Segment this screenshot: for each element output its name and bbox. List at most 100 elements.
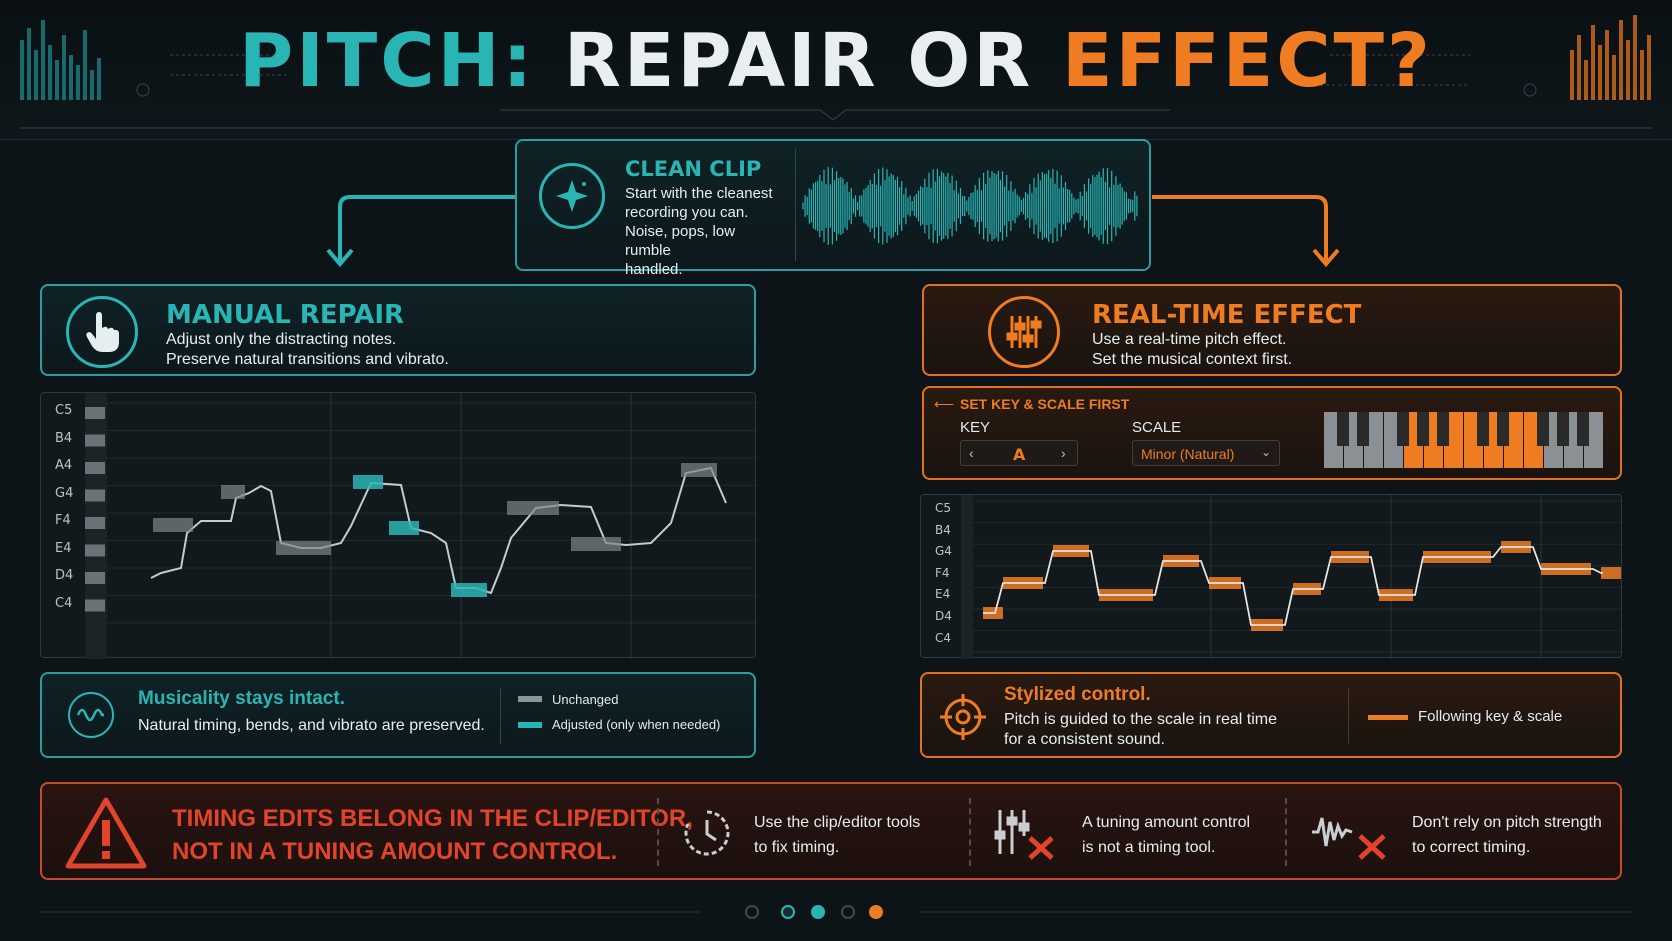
header-decoration <box>20 15 1652 129</box>
waveform-display <box>802 167 1138 245</box>
note-block-unchanged <box>221 485 245 499</box>
manual-note-labels: C5 B4 A4 G4 F4 E4 D4 C4 <box>55 403 73 623</box>
piano-black-key <box>1417 412 1429 446</box>
musicality-title: Musicality stays intact. <box>138 688 345 709</box>
effect-note-labels: C5 B4 G4 F4 E4 D4 C4 <box>935 501 952 652</box>
manual-repair-title: MANUAL REPAIR <box>166 300 405 330</box>
piano-black-key <box>1577 412 1589 446</box>
note-label: D4 <box>935 608 952 623</box>
piano-black-key <box>1337 412 1349 446</box>
legend-unchanged: Unchanged <box>552 692 619 707</box>
real-time-effect-panel: REAL-TIME EFFECT Use a real-time pitch e… <box>922 284 1622 376</box>
note-label: F4 <box>935 565 950 580</box>
legend-adjusted: Adjusted (only when needed) <box>552 717 721 732</box>
clean-clip-line-2: recording you can. <box>625 204 749 221</box>
clean-clip-line-4: handled. <box>625 261 683 278</box>
warning-line-2: NOT IN A TUNING AMOUNT CONTROL. <box>172 838 618 865</box>
arrow-left-icon: ⟵ <box>934 396 955 412</box>
note-label: D4 <box>55 568 74 583</box>
pitch-curve <box>983 546 1603 626</box>
key-label: KEY <box>960 419 991 436</box>
effect-pitch-chart: C5 B4 G4 F4 E4 D4 C4 <box>920 494 1623 659</box>
piano-key-marker <box>85 434 105 447</box>
note-block-unchanged <box>507 501 559 515</box>
note-label: F4 <box>55 513 71 528</box>
legend-swatch-adjusted <box>518 722 542 728</box>
legend-swatch-unchanged <box>518 696 542 702</box>
page-dot-active[interactable] <box>811 905 825 919</box>
legend-following: Following key & scale <box>1418 708 1563 725</box>
sliders-x-icon <box>994 806 1056 865</box>
piano-black-key <box>1497 412 1509 446</box>
pagination <box>40 905 1632 919</box>
key-scale-title: SET KEY & SCALE FIRST <box>960 396 1130 412</box>
manual-pitch-chart: C5 B4 A4 G4 F4 E4 D4 C4 <box>40 392 757 659</box>
piano-black-key <box>1557 412 1569 446</box>
piano-black-key <box>1437 412 1449 446</box>
piano-key-marker <box>85 407 105 419</box>
tip-3-line-2: to correct timing. <box>1412 839 1531 856</box>
real-time-effect-line-1: Use a real-time pitch effect. <box>1092 331 1287 348</box>
note-block-unchanged <box>681 463 717 477</box>
note-block-adjusted <box>389 521 419 535</box>
note-label: G4 <box>935 544 952 559</box>
clean-clip-line-3: Noise, pops, low rumble <box>625 223 736 259</box>
note-label: C5 <box>55 403 73 418</box>
piano-black-key <box>1357 412 1369 446</box>
timing-warning-panel: TIMING EDITS BELONG IN THE CLIP/EDITOR, … <box>40 782 1622 880</box>
flow-arrows <box>326 195 1340 268</box>
scale-value: Minor (Natural) <box>1141 446 1235 462</box>
sliders-icon <box>988 296 1060 368</box>
stylized-control-panel: Stylized control. Pitch is guided to the… <box>920 672 1622 758</box>
stylized-control-title: Stylized control. <box>1004 684 1151 705</box>
piano-black-key <box>1397 412 1409 446</box>
note-label: C5 <box>935 501 952 515</box>
warning-icon <box>64 794 148 875</box>
title-part-3: EFFECT? <box>1062 18 1433 104</box>
note-block-unchanged <box>153 518 193 532</box>
stylized-control-line-1: Pitch is guided to the scale in real tim… <box>1004 711 1278 728</box>
note-block-unchanged <box>571 537 621 551</box>
musicality-text: Natural timing, bends, and vibrato are p… <box>138 717 485 734</box>
note-block-adjusted <box>353 475 383 489</box>
chevron-down-icon: ⌄ <box>1261 445 1272 459</box>
manual-repair-line-2: Preserve natural transitions and vibrato… <box>166 351 449 368</box>
key-selector: ‹ A › <box>960 440 1078 466</box>
stylized-control-line-2: for a consistent sound. <box>1004 731 1165 748</box>
page-dot[interactable] <box>781 905 795 919</box>
tip-2-line-2: is not a timing tool. <box>1082 839 1216 856</box>
piano-key-marker <box>85 599 105 612</box>
piano-key-marker <box>85 462 105 474</box>
tip-1-line-2: to fix timing. <box>754 839 840 856</box>
tip-1-line-1: Use the clip/editor tools <box>754 814 921 831</box>
page-dot[interactable] <box>869 905 883 919</box>
note-label: A4 <box>55 458 73 473</box>
clean-clip-line-1: Start with the cleanest <box>625 185 773 202</box>
clean-clip-title: CLEAN CLIP <box>625 157 762 181</box>
scale-dropdown[interactable]: Minor (Natural) ⌄ <box>1132 440 1280 466</box>
note-block-adjusted <box>451 583 487 597</box>
piano-key-marker <box>85 572 105 584</box>
piano-black-key <box>1537 412 1549 446</box>
clean-clip-text: Start with the cleanest recording you ca… <box>625 184 785 279</box>
page-title: PITCH: REPAIR OR EFFECT? <box>0 18 1672 104</box>
tip-3: Don't rely on pitch strength to correct … <box>1412 810 1602 860</box>
tip-2: A tuning amount control is not a timing … <box>1082 810 1250 860</box>
clean-clip-panel: CLEAN CLIP Start with the cleanest recor… <box>515 139 1151 278</box>
key-next-button[interactable]: › <box>1061 445 1066 461</box>
title-part-2: REPAIR OR <box>563 18 1034 104</box>
sparkle-icon <box>539 163 605 229</box>
note-label: B4 <box>935 522 951 537</box>
note-label: E4 <box>935 587 951 602</box>
page-dot[interactable] <box>841 905 855 919</box>
note-label: C4 <box>935 630 952 645</box>
note-block-unchanged <box>276 541 331 555</box>
sine-wave-icon <box>68 692 114 738</box>
tip-2-line-1: A tuning amount control <box>1082 814 1251 831</box>
key-prev-button[interactable]: ‹ <box>969 445 974 461</box>
musicality-panel: Musicality stays intact. Natural timing,… <box>40 672 756 758</box>
piano-key-marker <box>85 489 105 502</box>
note-label: G4 <box>55 485 74 501</box>
page-dot[interactable] <box>745 905 759 919</box>
tip-3-line-1: Don't rely on pitch strength <box>1412 814 1602 831</box>
